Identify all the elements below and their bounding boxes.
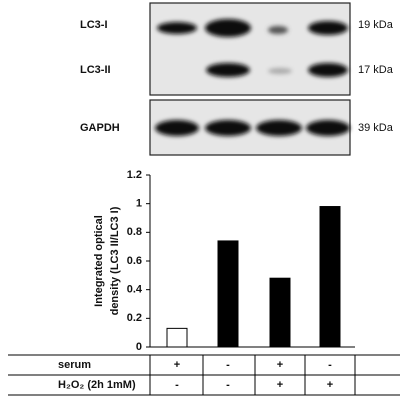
bar	[269, 277, 291, 348]
y-axis-label: density (LC3 II/LC3 I)	[109, 206, 121, 315]
bar	[166, 327, 188, 348]
table-cell: -	[226, 379, 230, 391]
table-cell: -	[226, 359, 230, 371]
band-label: LC3-II	[80, 64, 111, 76]
blot-bands	[155, 120, 350, 136]
bar	[217, 240, 239, 348]
y-axis-label: Integrated optical	[93, 215, 105, 307]
table-cell: +	[277, 359, 283, 371]
y-tick-label: 0.6	[127, 255, 142, 267]
y-tick-label: 1.2	[127, 169, 142, 181]
table-cell: +	[277, 379, 283, 391]
y-tick-label: 0	[136, 341, 142, 353]
row-label: serum	[58, 359, 91, 371]
blot-bands	[157, 19, 348, 77]
band-size: 19 kDa	[358, 19, 394, 31]
table-cell: -	[328, 359, 332, 371]
table-cell: +	[327, 379, 333, 391]
table-cell: -	[175, 379, 179, 391]
band-label: LC3-I	[80, 19, 108, 31]
band-label: GAPDH	[80, 122, 120, 134]
row-label: H₂O₂ (2h 1mM)	[58, 379, 136, 391]
band-size: 39 kDa	[358, 122, 394, 134]
bar	[319, 206, 341, 348]
blot-panel	[149, 2, 351, 96]
y-tick-label: 1	[136, 198, 142, 210]
y-tick-label: 0.4	[127, 284, 143, 296]
y-tick-label: 0.2	[127, 312, 142, 324]
y-tick-label: 0.8	[127, 226, 142, 238]
table-cell: +	[174, 359, 180, 371]
band-size: 17 kDa	[358, 64, 394, 76]
